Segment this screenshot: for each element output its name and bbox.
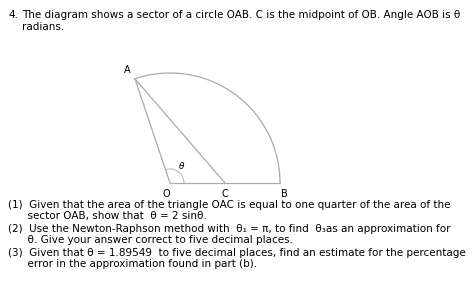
Text: (3)  Given that θ = 1.89549  to five decimal places, find an estimate for the pe: (3) Given that θ = 1.89549 to five decim…	[8, 248, 466, 258]
Text: error in the approximation found in part (b).: error in the approximation found in part…	[8, 259, 257, 269]
Text: (2)  Use the Newton-Raphson method with  θ₁ = π, to find  θ₃as an approximation : (2) Use the Newton-Raphson method with θ…	[8, 224, 450, 234]
Text: radians.: radians.	[22, 22, 64, 32]
Text: sector OAB, show that  θ = 2 sinθ.: sector OAB, show that θ = 2 sinθ.	[8, 211, 207, 221]
Text: B: B	[281, 189, 287, 199]
Text: θ. Give your answer correct to five decimal places.: θ. Give your answer correct to five deci…	[8, 235, 293, 245]
Text: 4.: 4.	[8, 10, 18, 20]
Text: (1)  Given that the area of the triangle OAC is equal to one quarter of the area: (1) Given that the area of the triangle …	[8, 200, 450, 210]
Text: C: C	[222, 189, 228, 199]
Text: O: O	[162, 189, 170, 199]
Text: θ: θ	[179, 162, 184, 171]
Text: A: A	[124, 65, 131, 75]
Text: The diagram shows a sector of a circle OAB. C is the midpoint of OB. Angle AOB i: The diagram shows a sector of a circle O…	[22, 10, 460, 20]
